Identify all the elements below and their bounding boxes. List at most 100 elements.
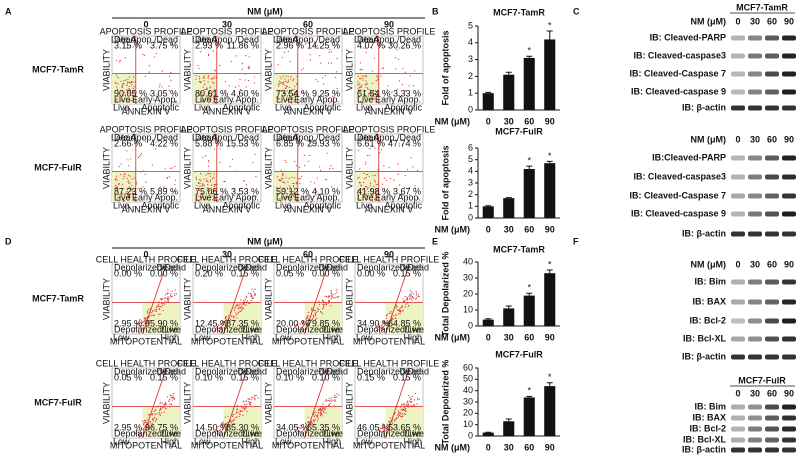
cell-dot	[372, 90, 375, 93]
blot-band	[765, 155, 779, 161]
cell-dot	[404, 295, 406, 298]
blot-band	[748, 231, 762, 237]
cell-dot	[307, 420, 310, 423]
quadrant-label: Dead	[237, 366, 259, 376]
cell-dot	[253, 396, 255, 398]
cell-dot	[374, 179, 376, 182]
cell-dot	[359, 193, 362, 195]
error-bar	[526, 292, 533, 296]
cell-dot	[295, 198, 298, 200]
cell-dot	[319, 199, 321, 201]
cell-dot	[325, 295, 328, 298]
cell-dot	[128, 85, 130, 88]
cell-dot	[152, 418, 154, 420]
cell-dot	[417, 399, 419, 401]
cell-dot	[375, 329, 378, 332]
cell-dot	[154, 420, 156, 422]
cell-dot	[387, 323, 389, 325]
cell-dot	[244, 79, 246, 81]
lane-label: 90	[784, 134, 794, 144]
cell-dot	[306, 316, 308, 318]
cell-dot	[241, 307, 244, 309]
cell-dot	[292, 192, 295, 195]
header: NM (μM)	[247, 236, 283, 246]
cell-dot	[248, 402, 251, 405]
cell-dot	[321, 413, 323, 416]
cell-dot	[219, 64, 221, 67]
cell-dot	[325, 301, 327, 303]
significance: *	[527, 283, 531, 293]
cell-dot	[388, 421, 390, 423]
cell-dot	[398, 310, 401, 312]
cell-dot	[332, 167, 334, 169]
cell-dot	[362, 79, 364, 81]
cell-dot	[135, 181, 137, 183]
cell-dot	[394, 56, 397, 59]
cell-dot	[160, 406, 162, 408]
cell-dot	[219, 161, 221, 164]
cell-dot	[115, 99, 117, 101]
cell-dot	[245, 142, 247, 145]
cell-dot	[250, 294, 252, 296]
blot-band	[765, 193, 779, 199]
cell-dot	[293, 89, 295, 91]
cell-dot	[205, 88, 207, 91]
cell-dot	[237, 411, 239, 413]
y-axis-label: Fold of apoptosis	[440, 146, 450, 221]
cell-dot	[212, 102, 214, 104]
quadrant-label: Depolarized/Live	[357, 324, 424, 334]
quadrant-percent: 46.05 %	[357, 422, 390, 432]
y-tick-label: 6	[468, 142, 473, 152]
plot-title: APOPTOSIS PROFILE	[262, 124, 355, 134]
cell-dot	[154, 413, 156, 415]
cell-dot	[143, 324, 145, 327]
cell-dot	[377, 326, 379, 328]
cell-dot	[204, 83, 206, 85]
cell-dot	[241, 309, 243, 311]
lane-label: 60	[767, 16, 777, 26]
quadrant-percent: 41.98 %	[357, 186, 390, 196]
cell-dot	[223, 425, 225, 427]
cell-dot	[207, 77, 209, 79]
cell-dot	[327, 296, 329, 299]
cell-dot	[335, 396, 337, 398]
axis-tick: Live	[356, 200, 373, 210]
cell-dot	[214, 94, 216, 96]
cell-dot	[382, 431, 384, 433]
quadrant-percent: 61.54 %	[357, 88, 390, 98]
cell-dot	[410, 294, 412, 296]
cell-dot	[410, 401, 412, 403]
cell-dot	[277, 175, 279, 178]
cell-dot	[319, 414, 321, 416]
blot-band	[731, 174, 745, 180]
cell-dot	[313, 316, 315, 318]
cell-dot	[289, 95, 291, 98]
cell-dot	[217, 431, 219, 433]
cell-dot	[165, 403, 167, 406]
cell-dot	[200, 198, 202, 200]
cell-dot	[296, 196, 298, 199]
cell-dot	[163, 407, 165, 409]
cell-dot	[377, 169, 379, 171]
cell-dot	[322, 300, 324, 303]
cell-dot	[383, 328, 385, 330]
cell-dot	[147, 425, 150, 427]
panel-label: C	[573, 6, 580, 16]
cell-dot	[155, 148, 157, 150]
cell-dot	[166, 299, 169, 301]
cell-dot	[243, 143, 245, 145]
x-tick-label: 90	[545, 224, 555, 234]
chart-title: MCF7-TamR	[493, 7, 545, 17]
cell-dot	[358, 181, 361, 183]
cell-dot	[405, 413, 407, 415]
cell-dot	[403, 300, 406, 302]
x-axis-label: MITOPOTENTIAL	[272, 336, 344, 346]
cell-dot	[331, 100, 333, 102]
cell-dot	[250, 296, 253, 298]
cell-dot	[117, 183, 119, 185]
cell-dot	[305, 317, 307, 319]
axis-tick: Low	[194, 332, 211, 342]
blot-band	[731, 193, 745, 199]
lane-label: 0	[735, 388, 740, 398]
quadrant-percent: 80.61 %	[195, 88, 228, 98]
